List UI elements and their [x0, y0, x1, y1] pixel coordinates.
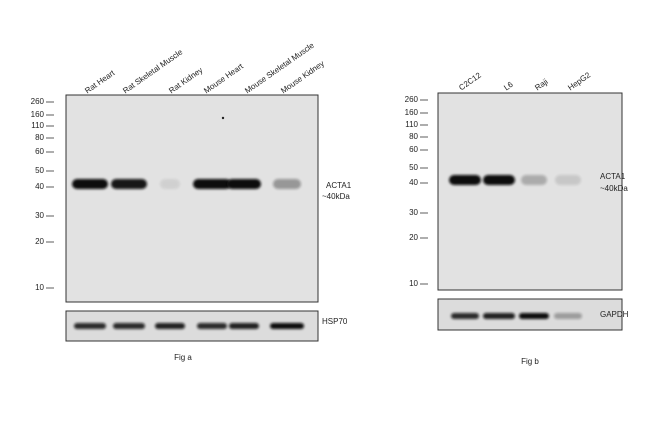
loading-band — [74, 323, 106, 329]
band — [193, 179, 231, 189]
marker-label: 40 — [409, 178, 418, 187]
marker-label: 160 — [405, 108, 419, 117]
marker-label: 80 — [35, 133, 44, 142]
lane-label: L6 — [502, 80, 515, 93]
marker-label: 60 — [35, 147, 44, 156]
lane-label: Rat Heart — [83, 68, 117, 95]
band — [449, 175, 481, 185]
marker-label: 60 — [409, 145, 418, 154]
loading-band — [519, 313, 549, 319]
blot-panel — [65, 94, 319, 303]
loading-band — [155, 323, 185, 329]
caption: Fig b — [521, 357, 539, 366]
band — [111, 179, 147, 189]
marker-label: 260 — [31, 97, 45, 106]
loading-band — [197, 323, 227, 329]
blot-panel — [437, 92, 623, 291]
marker-label: 110 — [405, 120, 418, 129]
marker-label: 30 — [409, 208, 418, 217]
lane-label: C2C12 — [457, 70, 483, 92]
marker-label: 110 — [31, 121, 44, 130]
loading-band — [270, 323, 304, 329]
band — [483, 175, 515, 185]
marker-label: 10 — [35, 283, 44, 292]
lane-label: Mouse Heart — [202, 61, 245, 95]
caption: Fig a — [174, 353, 192, 362]
lane-label: Rat Kidney — [167, 66, 204, 96]
band — [521, 175, 547, 185]
marker-label: 260 — [405, 95, 419, 104]
target-label: ACTA1 — [326, 181, 352, 190]
loading-band — [229, 323, 259, 329]
lane-label: Raji — [533, 77, 550, 92]
marker-label: 50 — [409, 163, 418, 172]
marker-label: 20 — [35, 237, 44, 246]
marker-label: 20 — [409, 233, 418, 242]
loading-band — [451, 313, 479, 319]
loading-band — [483, 313, 515, 319]
band — [160, 179, 180, 189]
lane-label: HepG2 — [566, 70, 592, 92]
marker-label: 50 — [35, 166, 44, 175]
size-label: ~40kDa — [322, 192, 350, 201]
marker-label: 80 — [409, 132, 418, 141]
loading-band — [113, 323, 145, 329]
marker-label: 10 — [409, 279, 418, 288]
target-label: ACTA1 — [600, 172, 626, 181]
marker-label: 30 — [35, 211, 44, 220]
band — [227, 179, 261, 189]
band — [555, 175, 581, 185]
loading-label: HSP70 — [322, 317, 348, 326]
loading-label: GAPDH — [600, 310, 629, 319]
size-label: ~40kDa — [600, 184, 628, 193]
marker-label: 160 — [31, 110, 45, 119]
band — [72, 179, 108, 189]
speck — [221, 116, 225, 120]
band — [273, 179, 301, 189]
marker-label: 40 — [35, 182, 44, 191]
loading-band — [554, 313, 582, 319]
